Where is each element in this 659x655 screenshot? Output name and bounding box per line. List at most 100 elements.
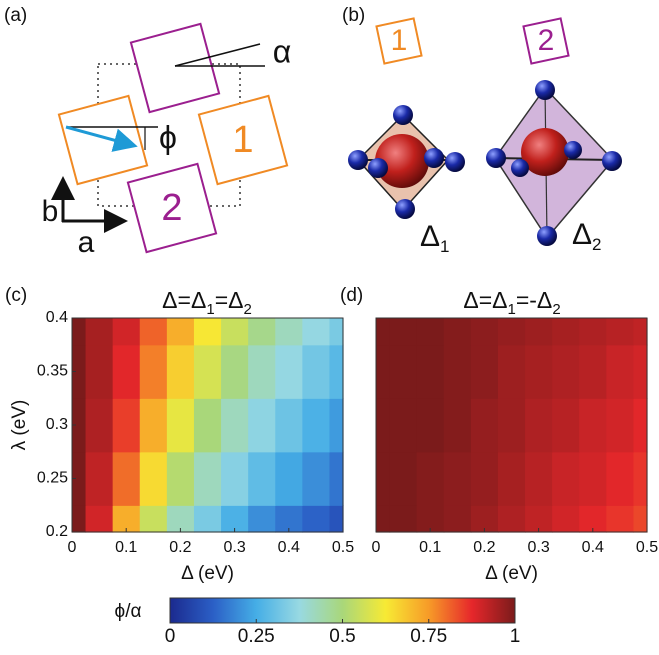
title-part: 2 xyxy=(243,301,251,318)
heatmap-cell xyxy=(498,505,526,532)
heatmap-cell xyxy=(248,345,276,399)
heatmap-cell xyxy=(194,318,222,345)
heatmap-cell xyxy=(329,505,343,532)
ligand-atom xyxy=(564,141,582,159)
heatmap-cell xyxy=(221,452,249,506)
delta-symbol: Δ xyxy=(420,220,440,253)
heatmap-cell xyxy=(498,345,526,399)
y-tick-label: 0.25 xyxy=(37,470,68,487)
delta-subscript: 1 xyxy=(440,237,449,256)
heatmap-cell xyxy=(248,318,276,345)
ligand-atom xyxy=(395,199,415,219)
title-part: =-Δ xyxy=(516,287,552,313)
title-part: 2 xyxy=(552,301,560,318)
site-label: 1 xyxy=(232,119,253,161)
heatmap-cell xyxy=(390,398,418,452)
heatmap-cell xyxy=(113,318,141,345)
heatmap-cell xyxy=(376,398,390,452)
heatmap-cell xyxy=(248,398,276,452)
alpha-label: α xyxy=(273,33,292,69)
site-label: 2 xyxy=(161,187,182,229)
heatmap-cell xyxy=(498,318,526,345)
heatmap-cell xyxy=(633,398,647,452)
heatmap-cell xyxy=(329,318,343,345)
colorbar-tick-label: 0.25 xyxy=(238,626,275,647)
x-tick-label: 0.1 xyxy=(115,539,137,556)
heatmap-cell xyxy=(140,505,168,532)
heatmap-cell xyxy=(552,505,580,532)
heatmap-cell xyxy=(498,452,526,506)
delta-label: Δ2 xyxy=(572,218,602,254)
heatmap-cell xyxy=(417,452,445,506)
heatmap-cell xyxy=(606,452,634,506)
x-tick-label: 0 xyxy=(372,539,381,556)
heatmap-cell xyxy=(525,452,553,506)
colorbar-tick-label: 0 xyxy=(165,626,176,647)
ligand-atom xyxy=(602,151,622,171)
heatmap-cell xyxy=(302,345,330,399)
ligand-atom xyxy=(348,150,368,170)
chart-title: Δ=Δ1=Δ2 xyxy=(162,287,252,318)
ligand-atom xyxy=(511,159,529,177)
heatmap-cell xyxy=(579,452,607,506)
heatmap-cell xyxy=(633,505,647,532)
heatmap-cell xyxy=(525,345,553,399)
heatmap-cell xyxy=(633,345,647,399)
colorbar-tick-label: 0.5 xyxy=(329,626,355,647)
y-tick-label: 0.3 xyxy=(46,416,68,433)
heatmap-cell xyxy=(86,318,114,345)
x-axis-label: Δ (eV) xyxy=(181,563,234,584)
heatmap-cell xyxy=(113,398,141,452)
y-tick-label: 0.35 xyxy=(37,363,68,380)
heatmap-cell xyxy=(471,318,499,345)
title-part: 1 xyxy=(206,301,214,318)
x-axis-label: Δ (eV) xyxy=(485,563,538,584)
heatmap-cell xyxy=(606,345,634,399)
heatmap-cell xyxy=(579,318,607,345)
heatmap-cell xyxy=(552,318,580,345)
heatmap-cell xyxy=(417,345,445,399)
heatmap-cell xyxy=(113,452,141,506)
heatmap-cell xyxy=(552,398,580,452)
heatmap-cell xyxy=(329,398,343,452)
heatmap-cell xyxy=(275,398,303,452)
colorbar-label: ϕ/α xyxy=(115,601,142,622)
heatmap-cell xyxy=(302,452,330,506)
panel-label: (d) xyxy=(340,285,363,306)
title-part: 1 xyxy=(508,301,516,318)
title-part: Δ=Δ xyxy=(463,287,507,313)
x-tick-label: 0.4 xyxy=(278,539,300,556)
heatmap-cell xyxy=(390,345,418,399)
heatmap-cell xyxy=(140,452,168,506)
heatmap-cell xyxy=(86,505,114,532)
ligand-atom xyxy=(368,158,388,178)
heatmap-cell xyxy=(471,398,499,452)
heatmap-cell xyxy=(302,398,330,452)
heatmap-cell xyxy=(606,398,634,452)
heatmap-cell xyxy=(390,505,418,532)
title-part: =Δ xyxy=(215,287,244,313)
heatmap-cell xyxy=(86,345,114,399)
heatmap-cell xyxy=(525,398,553,452)
heatmap-cell xyxy=(633,318,647,345)
site-label: 2 xyxy=(538,24,555,57)
heatmap-cell xyxy=(376,318,390,345)
heatmap-cell xyxy=(86,398,114,452)
heatmap-cell xyxy=(140,398,168,452)
heatmap-cell xyxy=(606,318,634,345)
panel-a: (a) 1 2 α ϕ b a xyxy=(4,5,291,259)
heatmap-cell xyxy=(606,505,634,532)
x-tick-label: 0.5 xyxy=(332,539,354,556)
title-part: Δ=Δ xyxy=(162,287,206,313)
delta-label: Δ1 xyxy=(420,220,450,256)
heatmap-cell xyxy=(444,452,472,506)
ligand-atom xyxy=(424,148,444,168)
y-tick-label: 0.2 xyxy=(46,523,68,540)
heatmap-cell xyxy=(275,318,303,345)
ligand-atom xyxy=(535,80,555,100)
heatmap-cell xyxy=(633,452,647,506)
heatmap-cell xyxy=(140,318,168,345)
y-tick-label: 0.4 xyxy=(46,309,68,326)
ligand-atom xyxy=(486,148,506,168)
heatmap-cell xyxy=(579,345,607,399)
